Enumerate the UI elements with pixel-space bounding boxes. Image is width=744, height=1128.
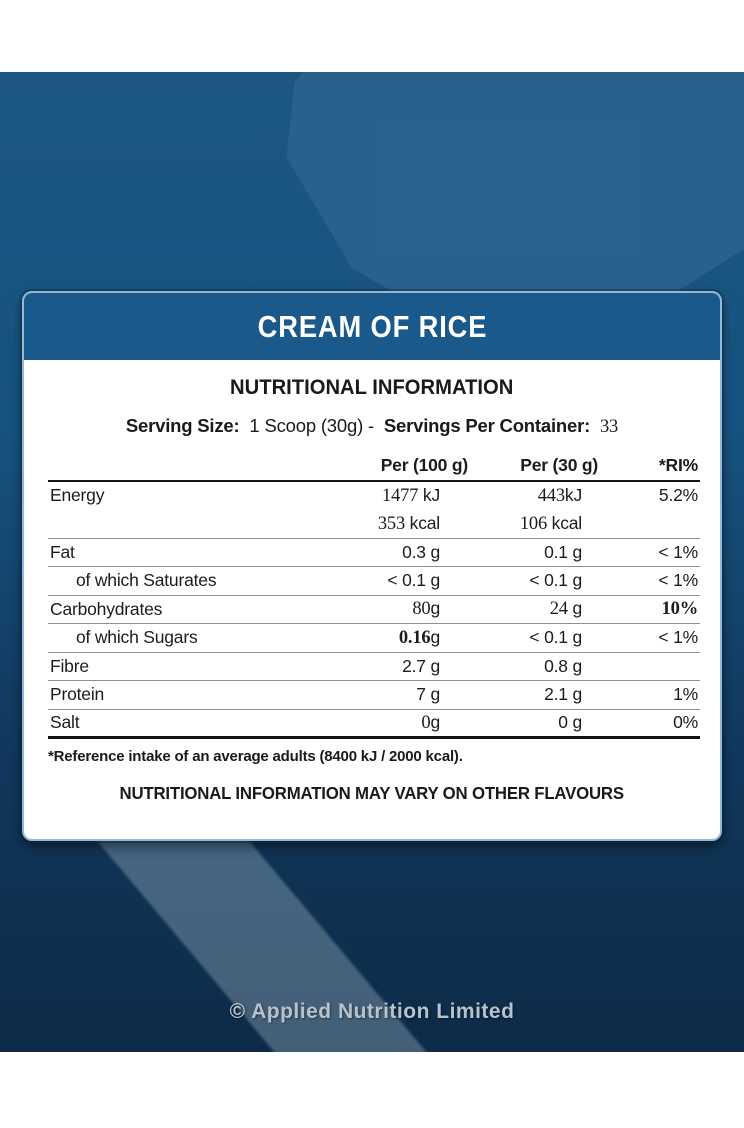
- table-row: 353 kcal 106 kcal: [48, 510, 700, 539]
- per-100g-cell: 80g: [412, 598, 440, 620]
- nutrient-name-cell: Salt: [50, 712, 80, 733]
- ri-percent-cell: [636, 652, 700, 681]
- per-30g-cell: < 0.1 g: [529, 570, 582, 591]
- ri-percent-cell: 1%: [673, 684, 698, 705]
- per-30g-cell: 106 kcal: [519, 512, 582, 534]
- nutrition-table: Per (100 g) Per (30 g) *RI% Energy 1477 k…: [48, 451, 700, 739]
- ri-percent-column-header: *RI%: [658, 455, 698, 475]
- per-30g-cell: 0.8 g: [544, 655, 582, 676]
- ri-percent-cell: 5.2%: [658, 485, 698, 506]
- ri-percent-cell: 0%: [673, 712, 698, 733]
- serving-size-value: 1 Scoop (30g) -: [249, 415, 374, 436]
- nutrient-column-header: [48, 451, 298, 481]
- per-30g-column-header: Per (30 g): [520, 455, 598, 475]
- table-row: Carbohydrates 80g 24 g 10%: [48, 595, 700, 624]
- nutrient-name-cell: Carbohydrates: [50, 598, 163, 619]
- reference-footnote: *Reference intake of an average adults (…: [48, 748, 463, 765]
- card-body: NUTRITIONAL INFORMATION Serving Size: 1 …: [24, 375, 720, 804]
- per-100g-cell: 0.16g: [398, 626, 440, 648]
- per-30g-cell: 24 g: [549, 598, 583, 620]
- serving-size-line: Serving Size: 1 Scoop (30g) - Servings P…: [48, 415, 696, 438]
- per-100g-cell: 2.7 g: [402, 655, 440, 676]
- nutrition-section-title: NUTRITIONAL INFORMATION: [230, 375, 514, 399]
- table-row: Energy 1477 kJ 443kJ 5.2%: [48, 481, 700, 510]
- nutrient-name-cell: Energy: [50, 485, 105, 506]
- servings-per-container-value: 33: [600, 417, 619, 437]
- per-30g-cell: < 0.1 g: [529, 627, 582, 648]
- table-row: Protein 7 g 2.1 g 1%: [48, 681, 700, 709]
- table-row: Fat 0.3 g 0.1 g < 1%: [48, 538, 700, 567]
- per-100g-column-header: Per (100 g): [380, 455, 468, 475]
- nutrition-card: CREAM OF RICE NUTRITIONAL INFORMATION Se…: [22, 291, 722, 841]
- per-30g-cell: 2.1 g: [544, 684, 582, 705]
- ri-percent-cell: < 1%: [658, 541, 698, 562]
- nutrition-table-rows: Energy 1477 kJ 443kJ 5.2% 353 kcal 106 kcal Fa…: [48, 481, 700, 738]
- per-100g-cell: 7 g: [416, 684, 440, 705]
- servings-per-container-label: Servings Per Container:: [383, 415, 591, 436]
- table-row: Fibre 2.7 g 0.8 g: [48, 652, 700, 681]
- nutrient-name-cell: of which Sugars: [76, 627, 198, 648]
- table-header-row: Per (100 g) Per (30 g) *RI%: [48, 451, 700, 481]
- per-100g-cell: 353 kcal: [377, 512, 440, 534]
- per-100g-cell: < 0.1 g: [387, 570, 440, 591]
- card-header: CREAM OF RICE: [24, 293, 720, 360]
- table-row: of which Sugars 0.16g < 0.1 g < 1%: [48, 624, 700, 652]
- nutrient-name-cell: Fat: [50, 541, 75, 562]
- ri-percent-cell: 10%: [661, 599, 699, 620]
- ri-percent-cell: < 1%: [658, 627, 698, 648]
- product-title: CREAM OF RICE: [257, 308, 487, 344]
- table-row: of which Saturates < 0.1 g < 0.1 g < 1%: [48, 567, 700, 595]
- per-30g-cell: 0 g: [558, 712, 582, 733]
- table-row: Salt 0g 0 g 0%: [48, 709, 700, 738]
- per-30g-cell: 443kJ: [537, 484, 582, 506]
- ri-percent-cell: < 1%: [658, 570, 698, 591]
- copyright-text: © Applied Nutrition Limited: [229, 1000, 515, 1023]
- per-30g-cell: 0.1 g: [544, 541, 582, 562]
- variation-note: NUTRITIONAL INFORMATION MAY VARY ON OTHE…: [119, 783, 625, 803]
- per-100g-cell: 0.3 g: [402, 541, 440, 562]
- ri-percent-cell: [636, 510, 700, 539]
- serving-size-label: Serving Size:: [125, 415, 240, 436]
- nutrient-name-cell: of which Saturates: [76, 570, 217, 591]
- nutrient-name-cell: Protein: [50, 684, 105, 705]
- nutrient-name-cell: [48, 510, 298, 539]
- nutrient-name-cell: Fibre: [50, 655, 89, 676]
- per-100g-cell: 1477 kJ: [382, 484, 440, 506]
- per-100g-cell: 0g: [421, 711, 440, 733]
